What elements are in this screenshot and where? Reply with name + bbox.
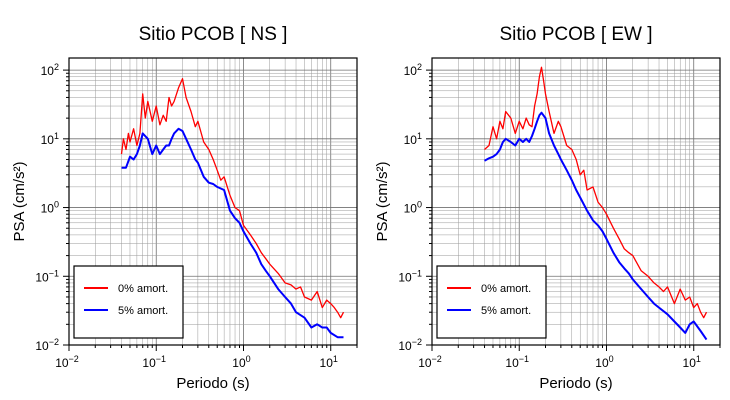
x-axis-label: Periodo (s) <box>539 375 612 392</box>
series-line-2 <box>484 111 708 341</box>
x-tick-label: 101 <box>320 354 338 370</box>
legend-box <box>73 265 184 339</box>
y-tick-label: 101 <box>41 131 59 147</box>
y-tick-label: 100 <box>404 200 422 216</box>
plot-frame <box>431 57 721 346</box>
x-tick-label: 101 <box>683 354 701 370</box>
chart-panel-1: 10−2 10−1 100 101 10−2 10−1 100 101 102 Sitio PCO… <box>11 24 358 392</box>
x-tick-label: 100 <box>595 354 613 370</box>
y-tick-label: 101 <box>404 131 422 147</box>
chart-title: Sitio PCOB [ NS ] <box>139 24 288 45</box>
x-tick-label: 10−1 <box>142 354 166 370</box>
legend-label-2: 5% amort. <box>481 305 531 317</box>
legend: 0% amort. 5% amort. <box>73 265 184 339</box>
chart-title: Sitio PCOB [ EW ] <box>499 24 652 45</box>
y-tick-label: 10−1 <box>35 268 59 284</box>
y-tick-label: 10−1 <box>398 268 422 284</box>
legend: 0% amort. 5% amort. <box>436 265 547 339</box>
y-tick-label: 102 <box>404 62 422 78</box>
y-axis-label: PSA (cm/s²) <box>374 161 391 241</box>
y-tick-label: 102 <box>41 62 59 78</box>
plot-frame <box>68 57 358 346</box>
legend-label-1: 0% amort. <box>118 283 168 295</box>
x-tick-label: 10−2 <box>418 354 442 370</box>
x-tick-label: 10−2 <box>55 354 79 370</box>
chart-panel-2: 10−2 10−1 100 101 10−2 10−1 100 101 102 Sitio PCO… <box>374 24 721 392</box>
series-line-1 <box>484 66 708 319</box>
series-line-1 <box>120 78 345 319</box>
y-tick-label: 10−2 <box>35 337 59 353</box>
legend-box <box>436 265 547 339</box>
x-tick-label: 10−1 <box>505 354 529 370</box>
x-tick-label: 100 <box>232 354 250 370</box>
legend-label-2: 5% amort. <box>118 305 168 317</box>
y-tick-label: 10−2 <box>398 337 422 353</box>
y-tick-label: 100 <box>41 200 59 216</box>
y-axis-label: PSA (cm/s²) <box>11 161 28 241</box>
x-axis-label: Periodo (s) <box>176 375 249 392</box>
series-line-2 <box>121 127 344 339</box>
legend-label-1: 0% amort. <box>481 283 531 295</box>
